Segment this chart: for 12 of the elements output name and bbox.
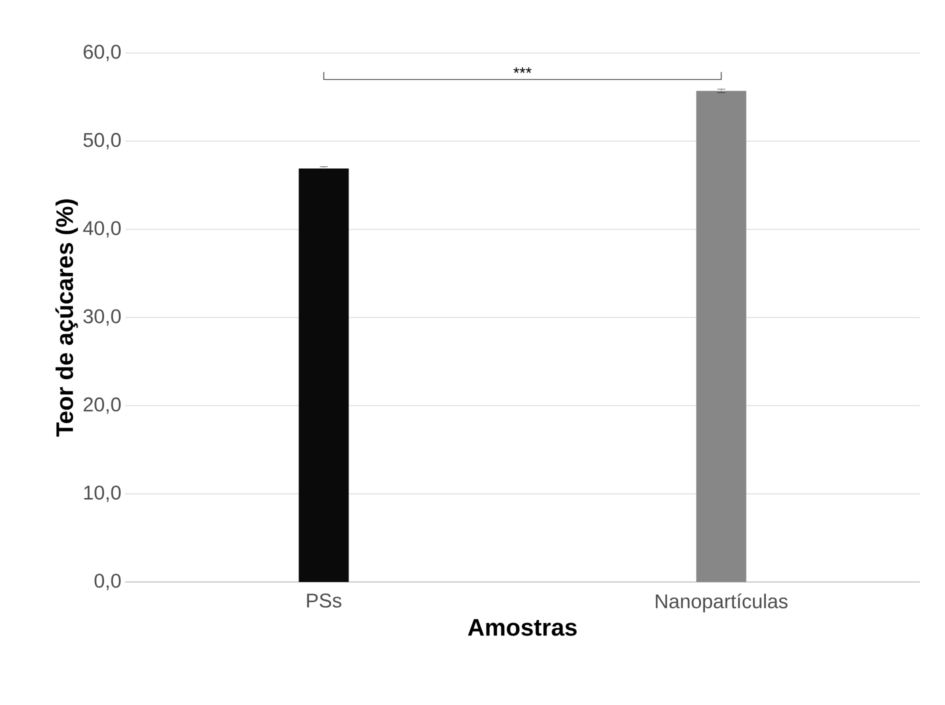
annotation: *** — [513, 67, 532, 73]
y-tick-label: 10,0 — [84, 486, 121, 502]
x-tick-label: PSs — [307, 594, 342, 608]
y-tick-label: 40,0 — [83, 221, 121, 238]
x-axis-title: Amostras — [468, 619, 577, 636]
y-tick-label: 20,0 — [84, 397, 121, 414]
y-axis-title: Teor de açúcares (%) — [55, 199, 78, 437]
y-tick-label: 30,0 — [83, 309, 121, 326]
x-tick-label: Nanopartículas — [656, 594, 788, 612]
y-tick-label: 60,0 — [84, 44, 121, 62]
y-tick-label: 50,0 — [84, 132, 121, 150]
y-tick-label: 0,0 — [94, 574, 121, 590]
